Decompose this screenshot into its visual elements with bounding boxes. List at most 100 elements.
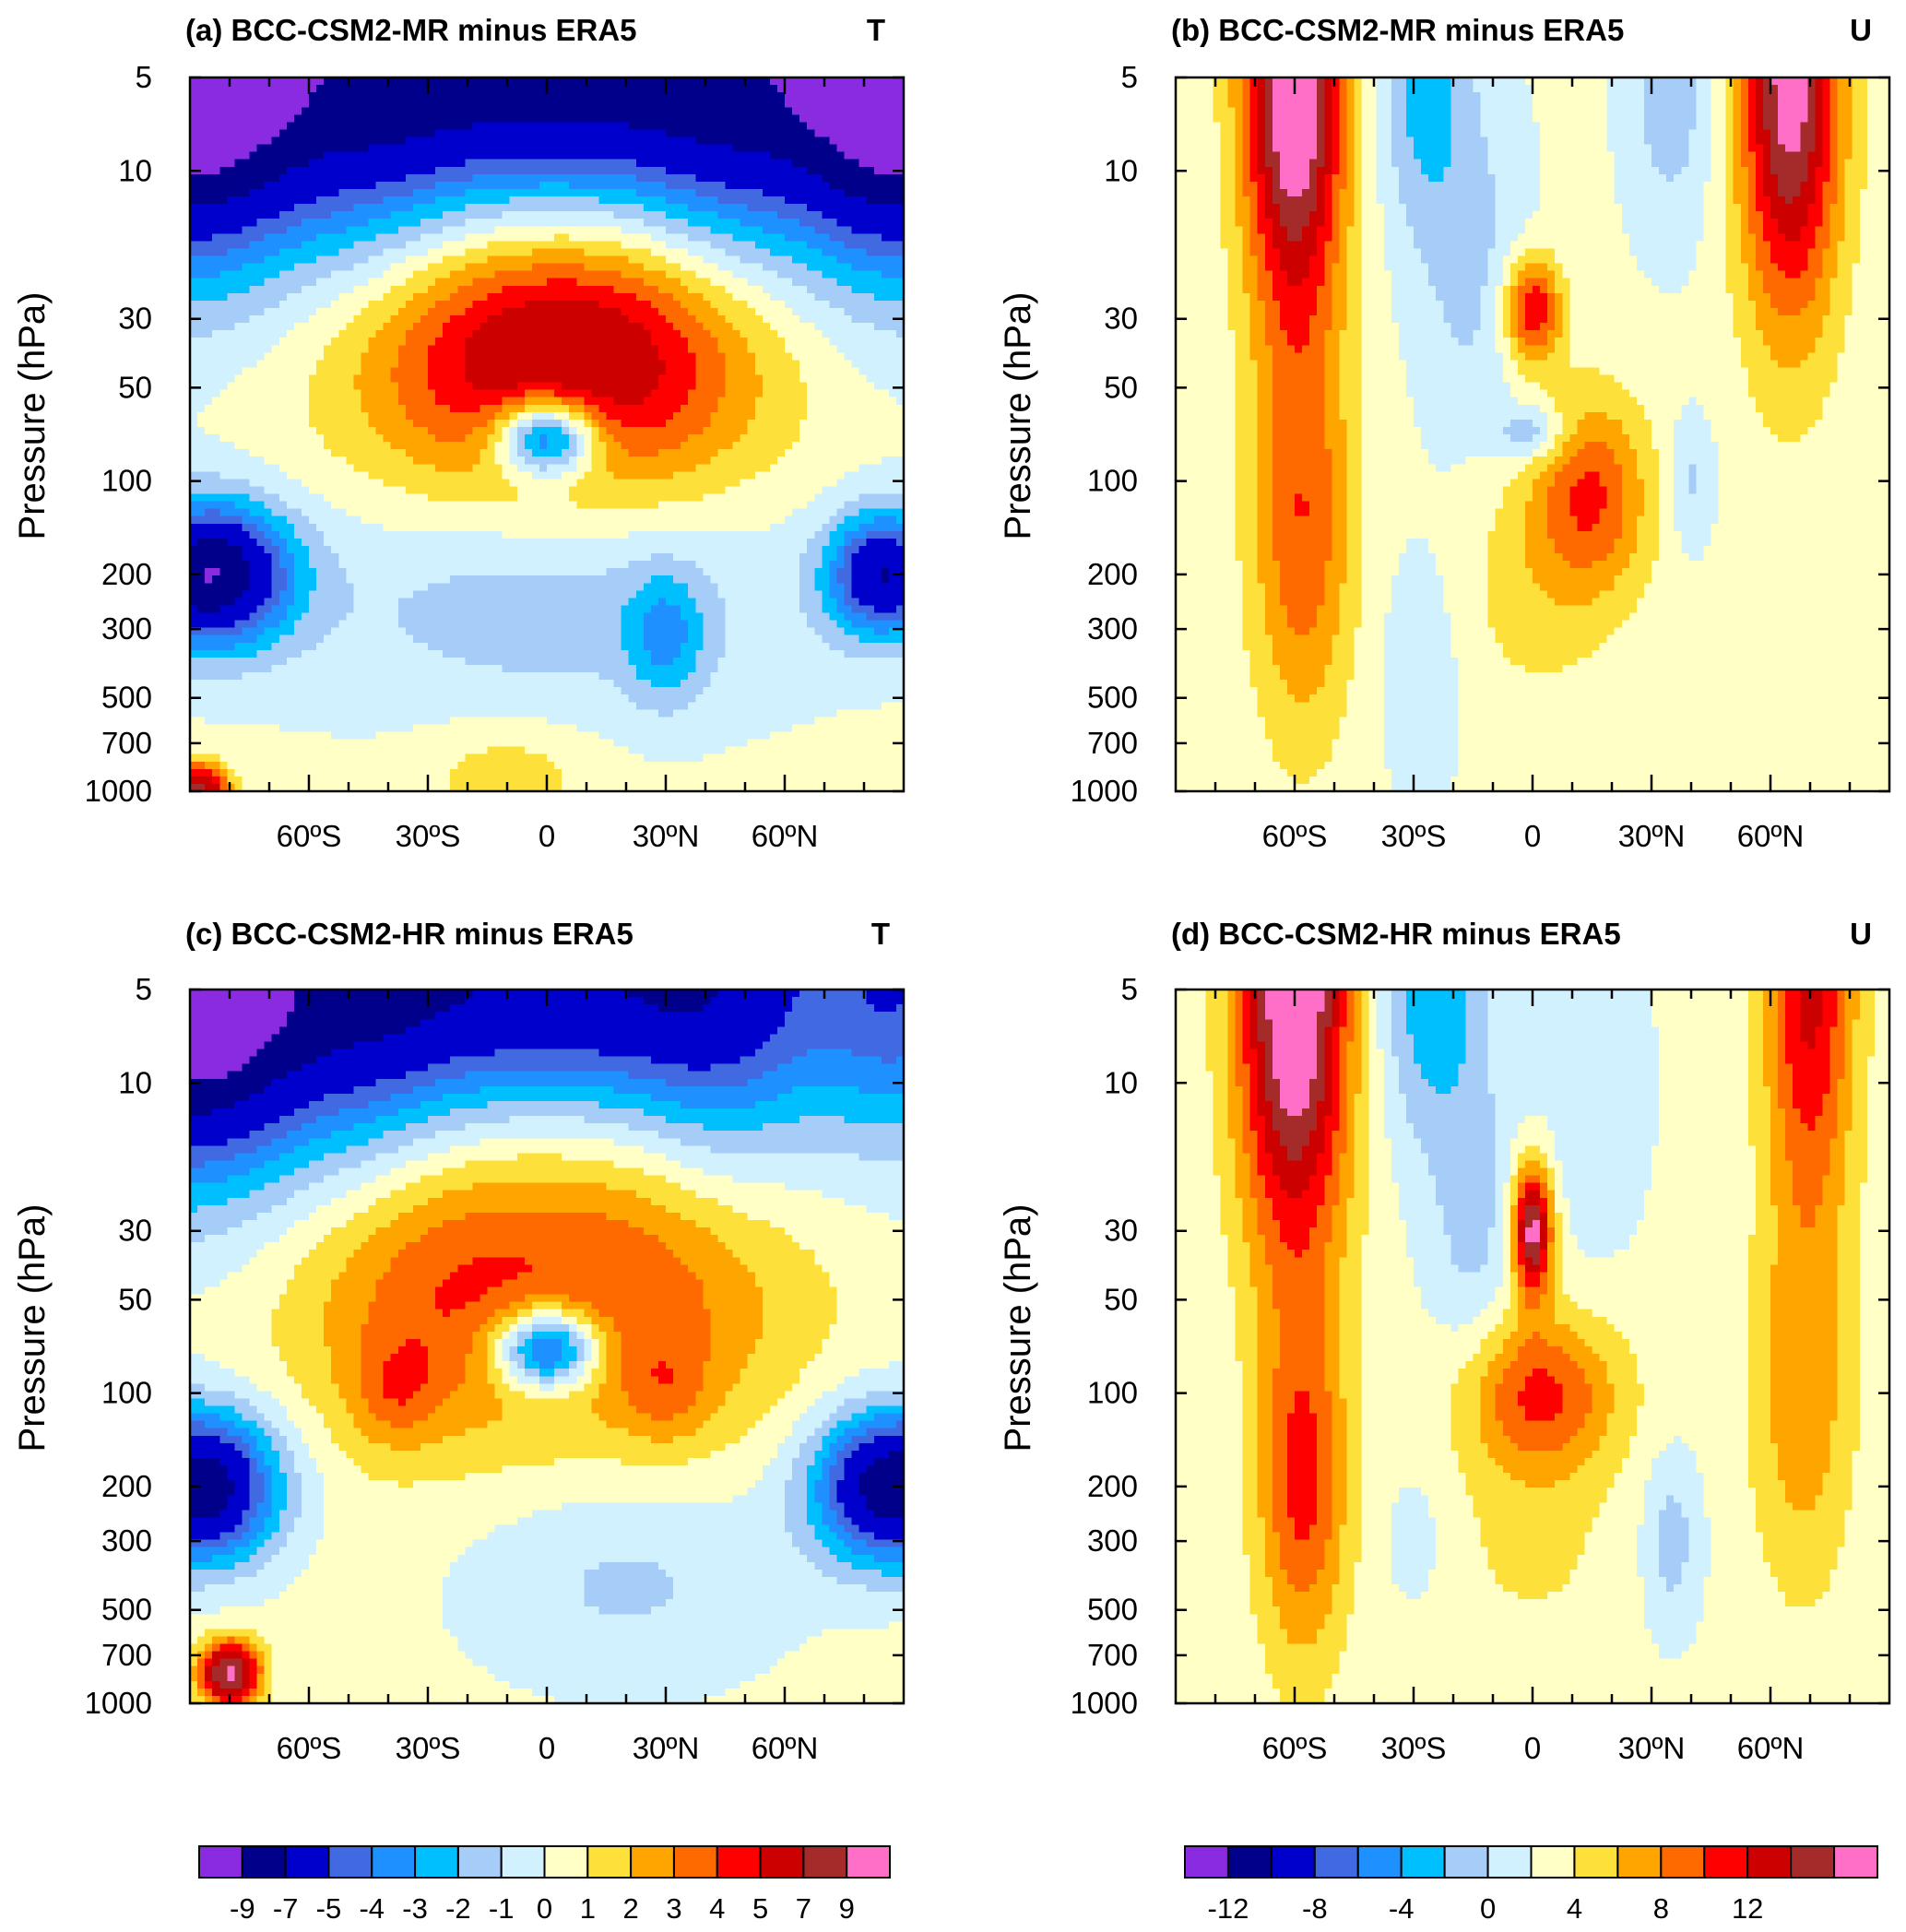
contour-cell	[747, 255, 756, 265]
contour-cell	[650, 360, 659, 369]
contour-cell	[613, 367, 622, 376]
contour-cell	[621, 114, 630, 123]
contour-cell	[703, 107, 711, 115]
contour-cell	[710, 397, 719, 406]
contour-cell	[353, 449, 362, 457]
contour-cell	[331, 442, 339, 450]
contour-cell	[324, 278, 332, 287]
contour-cell	[190, 270, 198, 279]
contour-cell	[443, 233, 451, 242]
contour-cell	[732, 456, 741, 465]
contour-cell	[227, 248, 235, 257]
contour-cell	[479, 166, 489, 175]
contour-cell	[695, 367, 704, 376]
contour-cell	[785, 292, 793, 302]
contour-cell	[681, 323, 689, 331]
contour-cell	[554, 382, 562, 391]
contour-cell	[606, 382, 615, 391]
contour-cell	[227, 166, 235, 175]
contour-cell	[717, 270, 727, 279]
contour-cell	[807, 338, 815, 346]
contour-cell	[450, 389, 458, 398]
contour-cell	[643, 151, 652, 160]
contour-cell	[792, 411, 800, 421]
contour-cell	[516, 100, 526, 108]
contour-cell	[271, 300, 280, 309]
contour-cell	[657, 241, 667, 250]
contour-cell	[227, 129, 235, 138]
contour-cell	[435, 173, 444, 183]
contour-cell	[383, 159, 392, 168]
contour-cell	[584, 159, 592, 168]
contour-cell	[487, 456, 496, 465]
contour-cell	[264, 292, 273, 302]
contour-cell	[420, 397, 429, 406]
contour-cell	[324, 345, 332, 353]
contour-cell	[569, 144, 577, 153]
contour-cell	[531, 292, 540, 302]
contour-cell	[256, 307, 266, 316]
contour-cell	[628, 330, 637, 338]
contour-cell	[635, 233, 645, 242]
contour-cell	[688, 166, 696, 175]
contour-cell	[205, 345, 213, 353]
contour-cell	[822, 100, 830, 108]
contour-cell	[420, 315, 429, 324]
contour-cell	[785, 345, 793, 353]
contour-cell	[703, 307, 711, 316]
contour-cell	[591, 241, 600, 250]
contour-cell	[256, 241, 266, 250]
contour-cell	[227, 338, 235, 346]
contour-cell	[844, 434, 853, 443]
contour-cell	[405, 345, 414, 353]
contour-cell	[331, 374, 339, 384]
contour-cell	[643, 367, 652, 376]
contour-cell	[866, 411, 875, 421]
contour-cell	[613, 233, 622, 242]
contour-cell	[428, 315, 436, 324]
contour-cell	[814, 196, 823, 205]
contour-cell	[412, 360, 421, 369]
contour-cell	[836, 166, 846, 175]
contour-cell	[681, 397, 689, 406]
contour-cell	[375, 323, 385, 331]
contour-cell	[569, 382, 577, 391]
contour-cell	[293, 263, 302, 272]
contour-cell	[807, 292, 815, 302]
contour-cell	[814, 411, 823, 421]
contour-cell	[443, 411, 451, 421]
contour-cell	[695, 166, 704, 175]
contour-cell	[428, 241, 436, 250]
contour-cell	[657, 285, 667, 294]
contour-cell	[762, 166, 771, 175]
contour-cell	[301, 278, 310, 287]
contour-cell	[457, 181, 466, 190]
contour-cell	[212, 367, 220, 376]
contour-cell	[205, 411, 213, 421]
contour-cell	[375, 330, 385, 338]
contour-cell	[524, 278, 533, 287]
contour-cell	[643, 292, 652, 302]
contour-cell	[635, 173, 645, 183]
contour-cell	[792, 315, 800, 324]
contour-cell	[494, 292, 503, 302]
contour-cell	[331, 241, 339, 250]
contour-cell	[338, 449, 347, 457]
contour-cell	[234, 211, 243, 219]
contour-cell	[405, 307, 414, 316]
contour-cell	[487, 92, 496, 101]
contour-cell	[584, 292, 592, 302]
contour-cell	[301, 181, 310, 190]
contour-cell	[650, 389, 659, 398]
contour-cell	[190, 263, 198, 272]
contour-cell	[776, 397, 786, 406]
contour-cell	[212, 300, 220, 309]
contour-cell	[256, 173, 266, 183]
contour-cell	[591, 338, 600, 346]
contour-cell	[278, 196, 288, 205]
contour-cell	[866, 426, 875, 435]
contour-cell	[666, 330, 674, 338]
contour-cell	[635, 323, 645, 331]
contour-cell	[205, 285, 213, 294]
contour-cell	[338, 338, 347, 346]
